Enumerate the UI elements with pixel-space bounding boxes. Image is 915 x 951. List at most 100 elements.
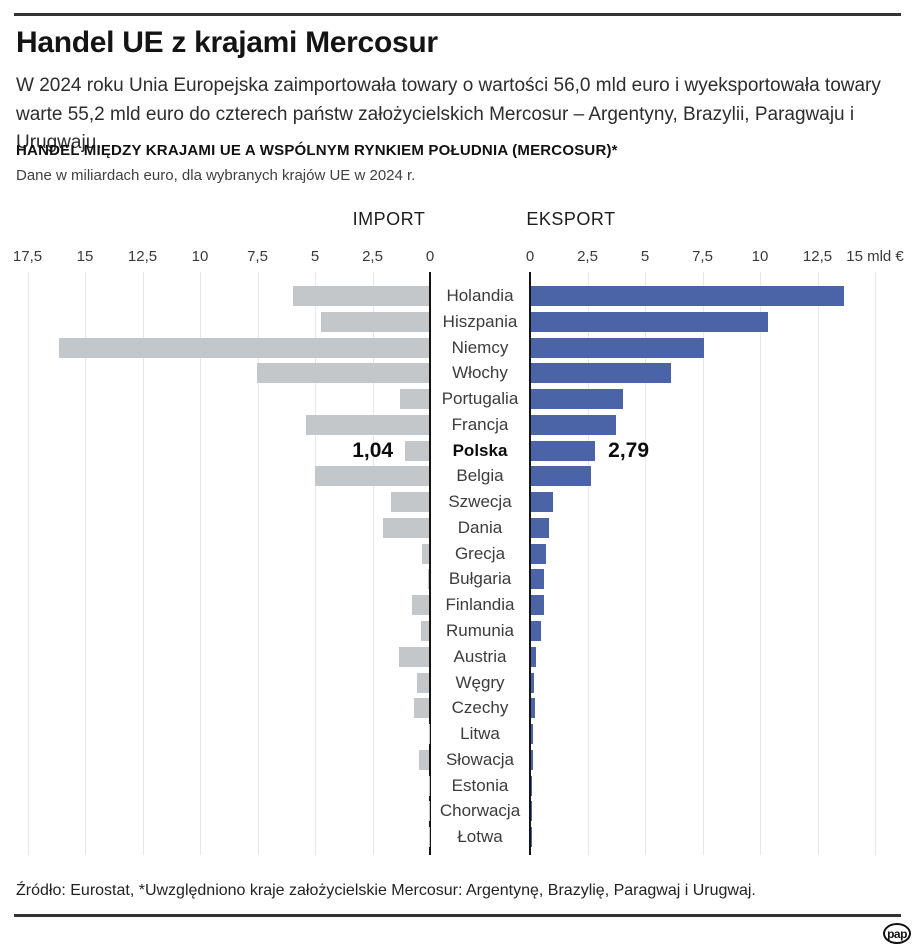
- import-bar: [427, 569, 429, 590]
- axis-tick-label: 7,5: [692, 248, 713, 265]
- import-bar: [400, 389, 429, 410]
- import-bar: [417, 672, 429, 693]
- export-bar: [531, 389, 623, 410]
- gridline: [587, 272, 589, 855]
- export-value-label: 2,79: [608, 438, 650, 462]
- country-label: Niemcy: [451, 337, 509, 357]
- export-bar: [531, 543, 546, 564]
- export-bar: [531, 724, 533, 745]
- bottom-rule: [14, 914, 901, 917]
- gridline: [372, 272, 374, 855]
- import-bar: [422, 543, 429, 564]
- import-column-header: IMPORT: [352, 209, 426, 229]
- intro-text: W 2024 roku Unia Europejska zaimportował…: [16, 75, 881, 153]
- export-bar: [531, 698, 535, 719]
- country-label: Grecja: [454, 543, 506, 563]
- import-bar: [293, 286, 429, 306]
- import-value-label: 1,04: [352, 438, 394, 462]
- source-note: Źródło: Eurostat, *Uwzględniono kraje za…: [16, 882, 756, 899]
- page-title: Handel UE z krajami Mercosur: [16, 26, 438, 59]
- import-bar: [315, 466, 429, 487]
- axis-tick-label: 2,5: [362, 248, 383, 265]
- chart-section-title: HANDEL MIĘDZY KRAJAMI UE A WSPÓLNYM RYNK…: [16, 142, 618, 159]
- import-bar: [391, 492, 429, 513]
- export-bar: [531, 440, 596, 461]
- export-bar: [531, 466, 591, 487]
- country-label: Chorwacja: [439, 801, 521, 821]
- country-label: Bułgaria: [448, 569, 512, 589]
- import-bar: [320, 311, 429, 332]
- axis-tick-label: 0: [425, 248, 435, 265]
- axis-tick-label: 15: [76, 248, 94, 265]
- country-label: Holandia: [446, 286, 514, 305]
- import-bar: [383, 517, 429, 538]
- country-label: Słowacja: [445, 749, 515, 769]
- gridline: [200, 272, 201, 855]
- import-bar: [411, 595, 429, 616]
- export-bar: [531, 749, 533, 770]
- country-label: Polska: [452, 440, 508, 460]
- gridline: [645, 272, 646, 855]
- axis-tick-label: 17,5: [12, 248, 43, 265]
- import-bar: [419, 749, 429, 770]
- gridline: [817, 272, 819, 855]
- export-bar: [531, 517, 549, 538]
- country-label: Estonia: [451, 775, 509, 795]
- export-bar: [531, 621, 542, 641]
- country-label: Węgry: [455, 672, 505, 692]
- gridline: [315, 272, 316, 855]
- export-bar: [531, 286, 844, 306]
- country-label: Austria: [453, 646, 507, 666]
- country-label: Hiszpania: [442, 311, 518, 331]
- axis-tick-label: 5: [310, 248, 320, 265]
- country-label: Włochy: [452, 363, 508, 383]
- top-rule: [14, 13, 901, 16]
- import-bar: [399, 646, 429, 667]
- axis-tick-label: 15 mld €: [846, 248, 904, 265]
- gridline: [760, 272, 761, 855]
- import-bar: [420, 621, 429, 641]
- country-label: Finlandia: [445, 595, 515, 615]
- import-bar: [405, 440, 429, 461]
- import-zero-axis: [429, 272, 431, 855]
- axis-tick-label: 10: [751, 248, 769, 265]
- gridline: [85, 272, 86, 855]
- export-bar: [531, 672, 535, 693]
- axis-tick-label: 0: [525, 248, 535, 265]
- country-label: Czechy: [451, 698, 509, 718]
- axis-tick-label: 5: [640, 248, 650, 265]
- country-label: Łotwa: [457, 827, 503, 847]
- import-bar: [256, 363, 429, 384]
- country-label: Francja: [451, 414, 509, 434]
- axis-tick-label: 10: [191, 248, 209, 265]
- gridline: [875, 272, 876, 855]
- axis-tick-label: 12,5: [802, 248, 833, 265]
- axis-tick-label: 2,5: [577, 248, 598, 265]
- axis-tick-label: 7,5: [247, 248, 268, 265]
- country-label: Rumunia: [445, 621, 515, 640]
- export-bar: [531, 595, 545, 616]
- country-label: Litwa: [460, 724, 500, 744]
- export-bar: [531, 414, 617, 435]
- export-bar: [531, 569, 544, 590]
- export-bar: [531, 827, 532, 848]
- gridline: [702, 272, 704, 855]
- export-bar: [531, 775, 532, 796]
- country-label: Portugalia: [441, 389, 519, 409]
- export-bar: [531, 337, 704, 358]
- country-label: Belgia: [456, 466, 504, 486]
- chart-section-subtitle: Dane w miliardach euro, dla wybranych kr…: [16, 167, 416, 184]
- eksport-column-header: EKSPORT: [526, 209, 616, 229]
- pap-logo: pap: [883, 923, 911, 944]
- export-bar: [531, 363, 672, 384]
- gridline: [27, 272, 29, 855]
- import-bar: [58, 337, 429, 358]
- country-label: Dania: [457, 517, 503, 537]
- country-label: Szwecja: [448, 492, 512, 512]
- export-bar: [531, 311, 768, 332]
- gridline: [257, 272, 259, 855]
- import-bar: [414, 698, 429, 719]
- export-bar: [531, 801, 532, 822]
- export-bar: [531, 646, 537, 667]
